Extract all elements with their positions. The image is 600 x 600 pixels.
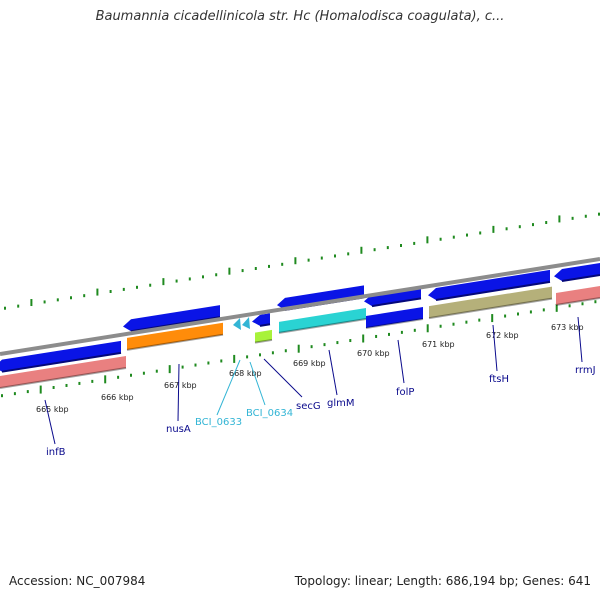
- kbp-tick-label: 672 kbp: [486, 331, 519, 340]
- kbp-tick-label: 670 kbp: [357, 349, 390, 358]
- blue-band: [366, 307, 423, 329]
- gene-label-infb: infB: [46, 447, 66, 458]
- lower-tick-row: [1, 300, 597, 398]
- cds-arrow-shadow: [435, 280, 551, 301]
- cds-arrow: [277, 285, 364, 310]
- rrna-band-shadow: [0, 367, 127, 389]
- small-cds-arrow: [233, 318, 241, 330]
- cds-arrow-shadow: [1, 351, 122, 373]
- kbp-tick-labels: 665 kbp 666 kbp 667 kbp 668 kbp 669 kbp 670 k…: [36, 323, 584, 414]
- olive-band-shadow: [428, 297, 553, 320]
- small-cds-arrow: [242, 317, 250, 329]
- olive-band: [429, 286, 552, 319]
- cyan-band: [279, 308, 366, 333]
- map-title: Baumannia cicadellinicola str. Hc (Homal…: [95, 9, 505, 24]
- kbp-tick-label: 673 kbp: [551, 323, 584, 332]
- cyan-band-shadow: [278, 318, 367, 334]
- gene-label-bci-0633: BCI_0633: [195, 417, 242, 428]
- upper-tick-row: [4, 212, 600, 310]
- rrna-band: [0, 356, 126, 388]
- gene-leader-line: [44, 399, 56, 445]
- gene-leader-line: [263, 358, 303, 398]
- cds-arrow-shadow: [371, 297, 422, 308]
- genome-summary-text: Topology: linear; Length: 686,194 bp; Ge…: [294, 574, 591, 588]
- cds-arrow: [428, 269, 550, 300]
- kbp-tick-label: 668 kbp: [229, 369, 262, 378]
- cds-arrow-shadow: [259, 323, 271, 327]
- lime-band-shadow: [254, 338, 273, 344]
- gene-label-rrmj: rrmJ: [575, 365, 596, 376]
- gene-leader-line: [216, 359, 241, 416]
- kbp-tick-label: 666 kbp: [101, 393, 134, 402]
- gene-label-secg: secG: [296, 401, 321, 412]
- gene-leader-line: [397, 339, 405, 384]
- gene-label-bci-0634: BCI_0634: [246, 408, 293, 419]
- pink-band-shadow: [555, 297, 600, 306]
- gene-label-ftsh: ftsH: [489, 374, 509, 385]
- cds-arrow: [252, 313, 270, 326]
- pink-band: [556, 286, 600, 305]
- kbp-tick-label: 669 kbp: [293, 359, 326, 368]
- kbp-tick-label: 671 kbp: [422, 340, 455, 349]
- gene-label-nusa: nusA: [166, 424, 191, 435]
- lime-band: [255, 329, 272, 343]
- kbp-tick-label: 667 kbp: [164, 381, 197, 390]
- gene-label-glmm: glmM: [327, 398, 355, 409]
- gene-leader-line: [249, 361, 266, 406]
- genome-backbone: [0, 257, 600, 356]
- gene-leader-line: [328, 349, 338, 396]
- blue-band-shadow: [365, 318, 424, 330]
- gene-label-folp: folP: [396, 387, 414, 398]
- feature-blocks: [0, 263, 600, 389]
- gene-leader-line: [577, 316, 583, 363]
- kbp-tick-label: 665 kbp: [36, 405, 69, 414]
- orange-band: [127, 322, 223, 350]
- cds-arrow-shadow: [561, 274, 600, 283]
- gene-leader-line: [177, 363, 180, 422]
- orange-band-shadow: [126, 333, 224, 351]
- cds-arrow: [0, 340, 121, 372]
- gene-leader-line: [492, 324, 498, 372]
- cds-arrow: [123, 305, 220, 332]
- accession-text: Accession: NC_007984: [9, 574, 146, 588]
